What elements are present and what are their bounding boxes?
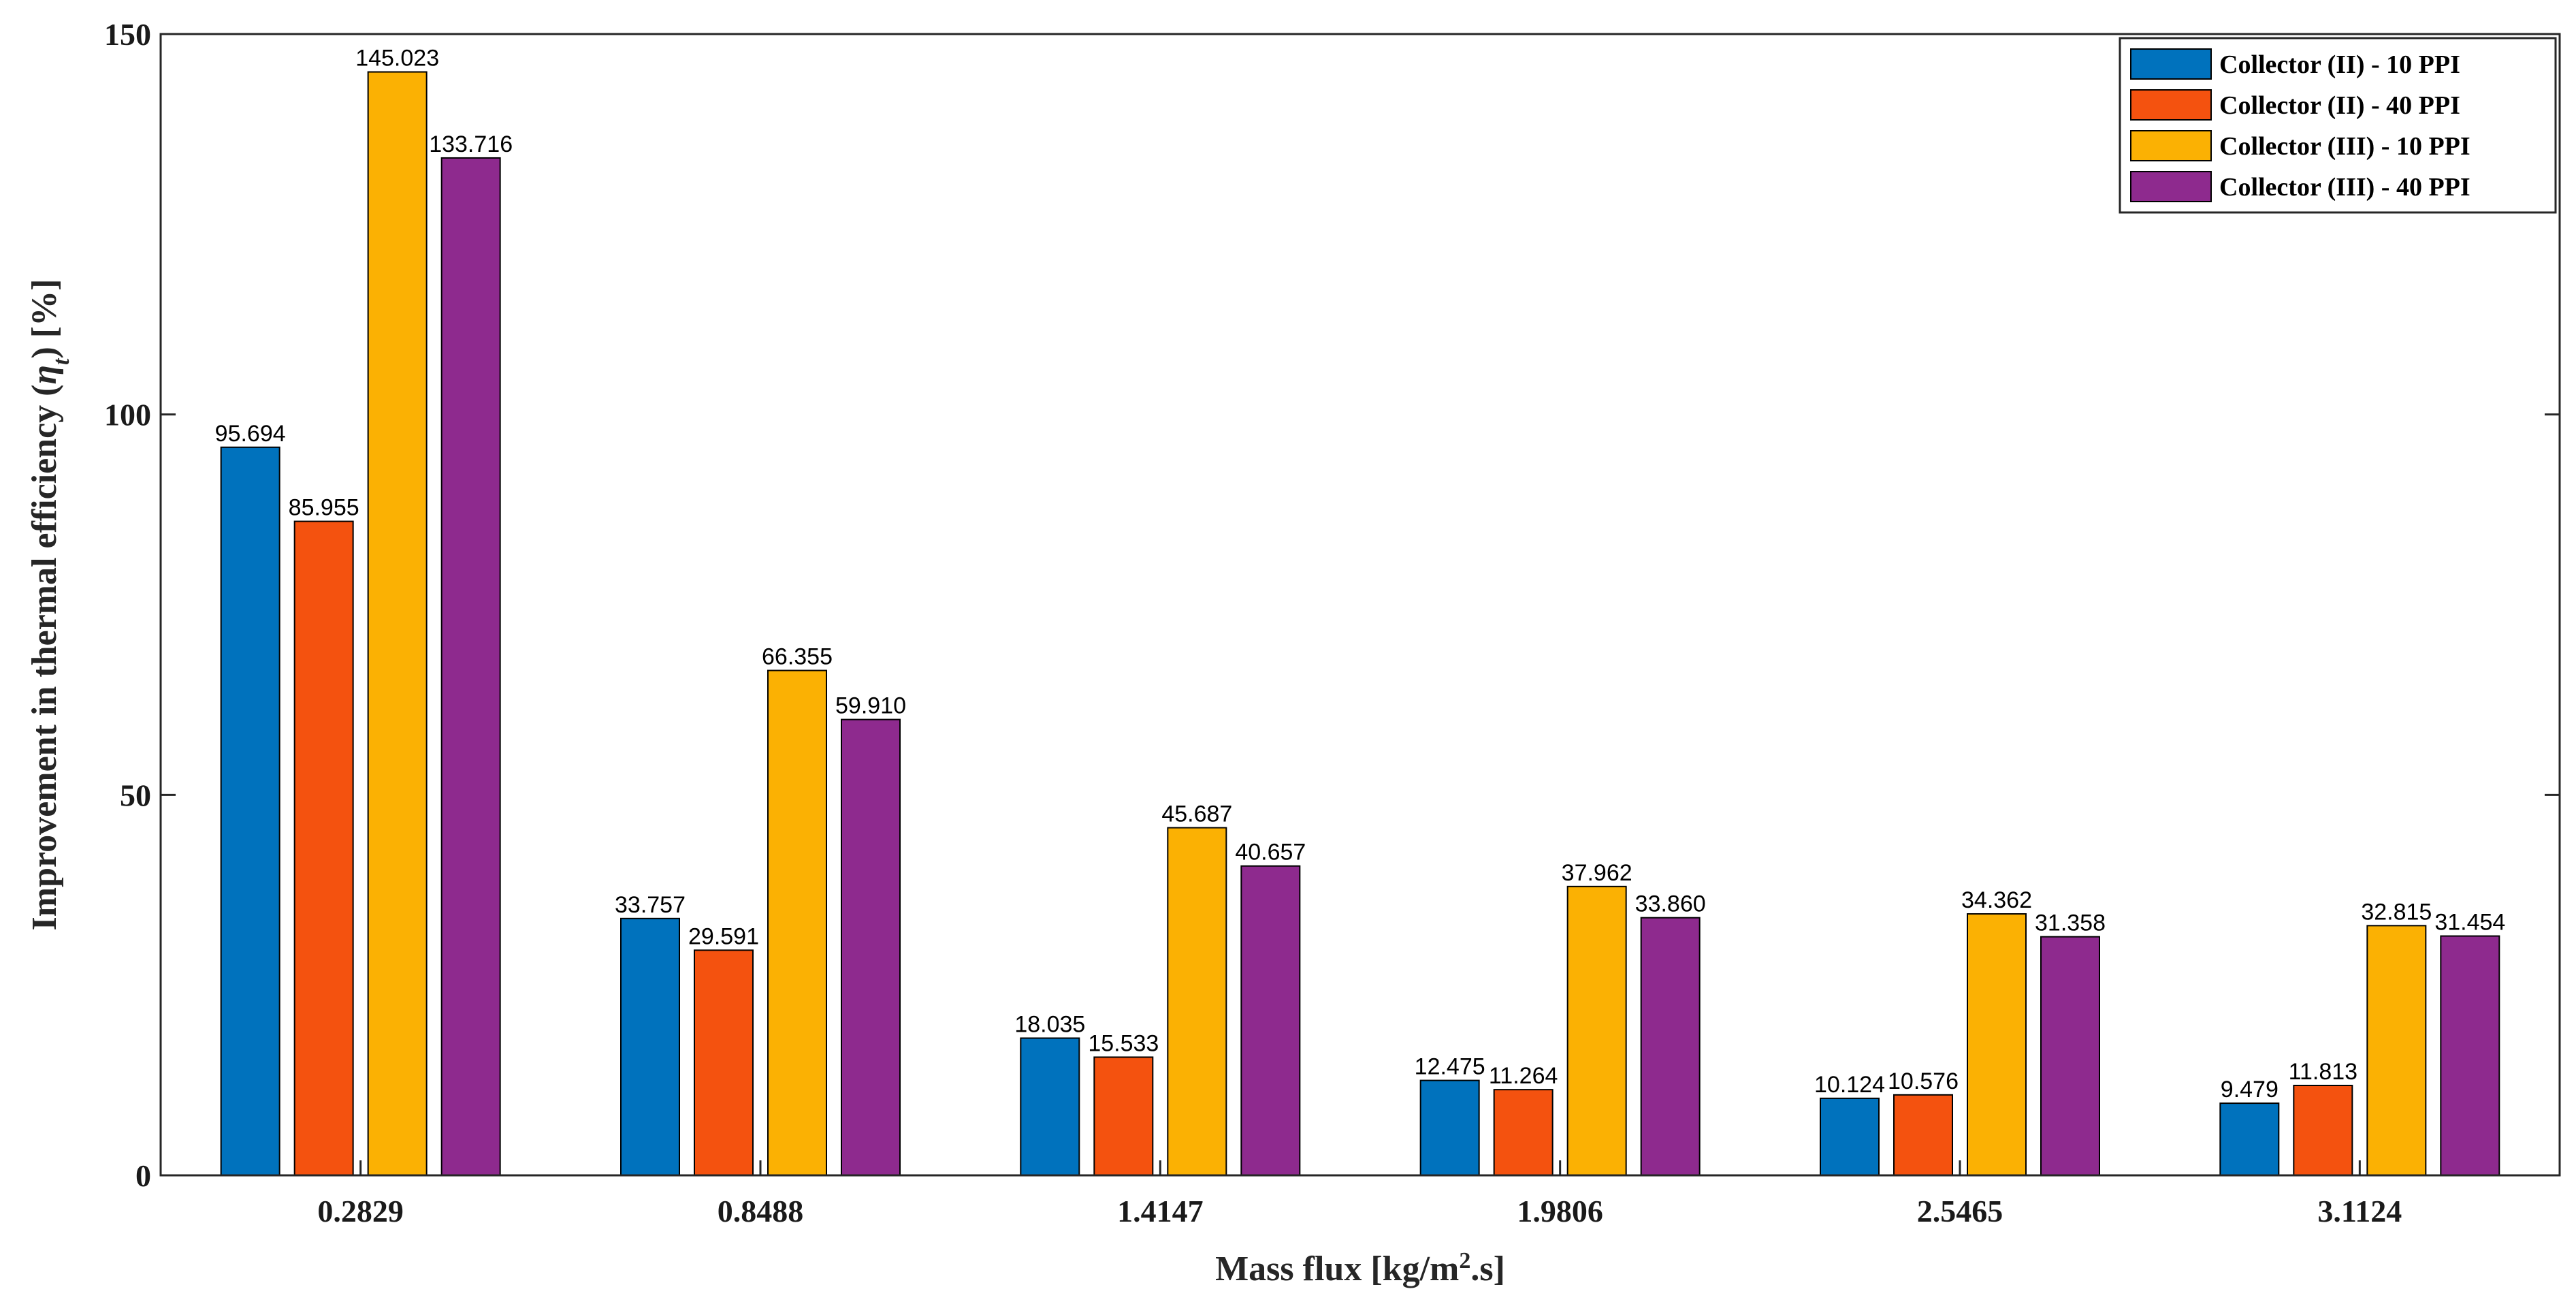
plot-area-frame [159,33,2561,1177]
x-tick-label-0.8488: 0.8488 [718,1194,804,1228]
data-label-3-2.5465: 34.362 [1961,887,2032,913]
x-tick-label-1.4147: 1.4147 [1117,1194,1204,1228]
bar-4-0.8488 [841,718,901,1176]
bar-1-0.2829 [220,446,280,1176]
bar-3-0.8488 [767,669,827,1176]
legend-swatch-3 [2130,130,2212,161]
bar-3-1.4147 [1167,827,1227,1176]
data-label-3-1.4147: 45.687 [1161,801,1232,827]
data-label-4-0.2829: 133.716 [429,131,513,157]
y-axis-title-end: ) [%] [25,279,64,359]
legend: Collector (II) - 10 PPI Collector (II) - … [2119,37,2557,214]
data-label-1-2.5465: 10.124 [1814,1072,1885,1098]
data-label-1-3.1124: 9.479 [2221,1077,2279,1102]
data-label-2-0.8488: 29.591 [688,923,759,949]
x-axis-title: Mass flux [kg/m2.s] [1215,1248,1505,1289]
bar-4-3.1124 [2440,935,2500,1176]
data-label-3-3.1124: 32.815 [2361,899,2432,925]
data-label-4-1.4147: 40.657 [1235,840,1306,866]
x-tick-label-2.5465: 2.5465 [1917,1194,2003,1228]
y-axis-title-subscript: t [49,358,74,365]
bar-4-1.9806 [1640,917,1701,1176]
data-label-3-0.2829: 145.023 [355,46,439,72]
data-label-1-0.2829: 95.694 [215,421,286,447]
bar-4-1.4147 [1240,865,1301,1177]
bar-1-2.5465 [1820,1097,1880,1177]
bar-1-1.9806 [1419,1079,1480,1176]
bars-layer [220,71,2500,1177]
data-label-4-3.1124: 31.454 [2434,910,2505,936]
data-label-4-2.5465: 31.358 [2035,910,2106,936]
data-label-1-0.8488: 33.757 [615,892,686,918]
x-axis-title-end: .s] [1470,1250,1505,1288]
bar-2-1.9806 [1493,1089,1553,1176]
data-label-4-1.9806: 33.860 [1635,891,1706,917]
data-label-4-0.8488: 59.910 [835,693,906,719]
bar-1-1.4147 [1020,1037,1080,1176]
y-axis: 0 50 100 150 [104,17,2560,1193]
legend-swatch-1 [2130,48,2212,80]
bar-2-3.1124 [2293,1085,2353,1176]
x-axis: 0.2829 0.8488 1.4147 1.9806 2.5465 3.1124 [317,1160,2402,1228]
bar-4-0.2829 [440,157,501,1177]
data-label-2-1.9806: 11.264 [1489,1063,1558,1089]
bar-1-0.8488 [620,917,680,1176]
y-tick-label-50: 50 [120,778,151,812]
bar-2-0.8488 [694,949,754,1176]
data-label-1-1.9806: 12.475 [1415,1054,1485,1080]
y-axis-title-symbol: η [25,365,64,385]
legend-label-1: Collector (II) - 10 PPI [2219,50,2460,79]
data-label-2-1.4147: 15.533 [1088,1030,1159,1056]
data-label-1-1.4147: 18.035 [1014,1011,1085,1037]
bar-3-2.5465 [1967,913,2027,1176]
y-tick-label-100: 100 [104,398,151,432]
data-label-2-0.2829: 85.955 [289,495,359,521]
y-tick-label-0: 0 [135,1158,151,1193]
x-axis-title-superscript: 2 [1459,1248,1470,1273]
legend-label-4: Collector (III) - 40 PPI [2219,173,2470,202]
x-tick-label-3.1124: 3.1124 [2317,1194,2402,1228]
legend-swatch-4 [2130,171,2212,202]
x-tick-label-0.2829: 0.2829 [317,1194,404,1228]
data-label-2-3.1124: 11.813 [2289,1059,2357,1085]
legend-label-2: Collector (II) - 40 PPI [2219,91,2460,120]
bar-2-2.5465 [1893,1094,1953,1176]
bar-3-3.1124 [2366,925,2427,1176]
bar-2-1.4147 [1093,1056,1154,1176]
data-label-2-2.5465: 10.576 [1888,1068,1959,1094]
y-axis-title-main: Improvement in thermal efficiency ( [25,385,64,931]
bar-4-2.5465 [2040,936,2100,1176]
data-label-3-0.8488: 66.355 [762,644,833,670]
x-axis-title-main: Mass flux [kg/m [1215,1250,1459,1288]
x-tick-label-1.9806: 1.9806 [1517,1194,1603,1228]
bar-1-3.1124 [2219,1102,2280,1177]
y-tick-label-150: 150 [104,17,151,52]
y-axis-title: Improvement in thermal efficiency (ηt) [… [25,279,74,931]
bar-2-0.2829 [293,520,354,1176]
bar-3-1.9806 [1566,885,1627,1176]
legend-label-3: Collector (III) - 10 PPI [2219,132,2470,161]
data-label-3-1.9806: 37.962 [1562,860,1632,886]
legend-swatch-2 [2130,89,2212,121]
bar-3-0.2829 [367,71,428,1177]
